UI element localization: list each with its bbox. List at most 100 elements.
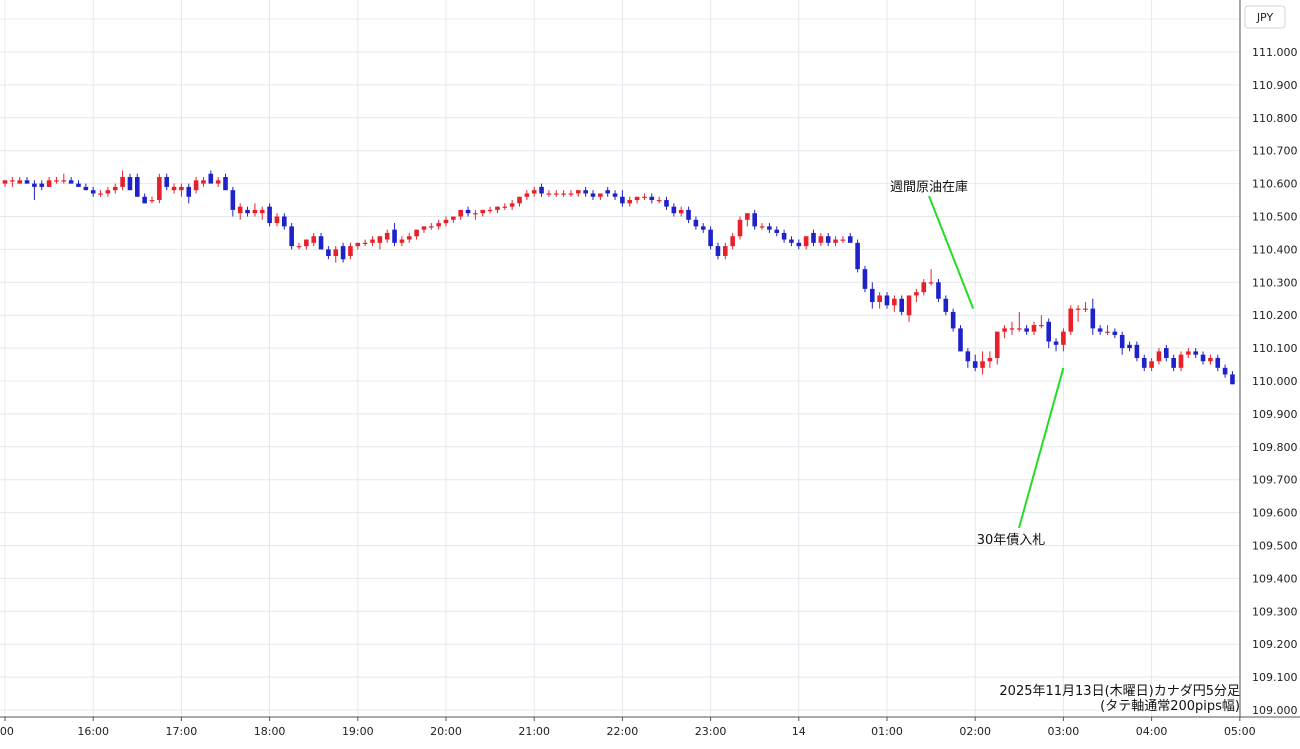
candle-body — [495, 206, 500, 210]
x-tick-label: 23:00 — [695, 725, 727, 738]
candle-body — [627, 200, 633, 204]
grid-lines — [0, 0, 1241, 717]
candle — [936, 279, 941, 303]
candle-body — [877, 295, 882, 303]
candle — [54, 177, 59, 184]
candle — [958, 325, 963, 352]
candle — [620, 190, 625, 207]
candle — [406, 232, 412, 243]
candle — [399, 236, 405, 247]
x-tick-label: 22:00 — [607, 725, 639, 738]
candle-body — [333, 249, 339, 256]
x-tick-label: 16:00 — [77, 725, 109, 738]
candle — [17, 177, 22, 184]
candle — [259, 206, 265, 220]
candle-body — [208, 173, 214, 184]
candle — [921, 279, 927, 296]
y-tick-label: 110.400 — [1252, 243, 1298, 256]
candle — [2, 180, 8, 187]
candle-body — [76, 183, 81, 187]
candle — [656, 196, 662, 204]
candle — [127, 173, 133, 191]
candle — [201, 177, 206, 187]
candle — [1127, 341, 1132, 352]
candle-body — [458, 209, 463, 217]
x-tick-label: 03:00 — [1048, 725, 1080, 738]
x-tick-label: 02:00 — [959, 725, 991, 738]
candle — [994, 331, 1000, 365]
candle — [561, 190, 566, 197]
y-tick-label: 110.900 — [1252, 79, 1298, 92]
annotation-label-oil-inventory: 週間原油在庫 — [890, 180, 968, 195]
candle — [1083, 302, 1088, 312]
candle — [590, 190, 596, 201]
candle — [333, 246, 339, 263]
candle — [767, 223, 772, 233]
candle — [546, 190, 552, 197]
candle — [326, 246, 331, 260]
candle-body — [1134, 344, 1140, 358]
candle-body — [803, 236, 809, 247]
candle-body — [774, 229, 780, 233]
candle — [576, 190, 581, 197]
candle — [745, 213, 750, 227]
candle-body — [1149, 361, 1154, 368]
candle-body — [539, 186, 544, 194]
candle-body — [274, 216, 280, 224]
candle — [715, 242, 721, 260]
y-tick-label: 111.000 — [1252, 46, 1298, 59]
candle — [443, 216, 449, 227]
candle-body — [576, 190, 581, 194]
candle-body — [259, 209, 265, 214]
candle-body — [149, 200, 155, 202]
candle-body — [1039, 325, 1044, 327]
y-tick-label: 109.500 — [1252, 540, 1298, 553]
candle — [811, 229, 816, 247]
candle — [708, 226, 713, 250]
candle-body — [678, 209, 684, 214]
candle-body — [965, 351, 971, 362]
candle — [1171, 354, 1176, 372]
candle-body — [568, 193, 574, 195]
candle-body — [1186, 351, 1191, 355]
x-tick-label: 04:00 — [1136, 725, 1168, 738]
candle-body — [318, 236, 324, 250]
candle — [1017, 311, 1022, 332]
candle-body — [884, 295, 890, 306]
candle-body — [1119, 334, 1125, 349]
candle-body — [421, 226, 427, 230]
candle — [193, 177, 199, 194]
candle-body — [1141, 357, 1147, 368]
candle — [1193, 348, 1198, 358]
candle-body — [686, 209, 691, 220]
caption-title: 2025年11月13日(木曜日)カナダ円5分足 — [999, 684, 1240, 699]
y-tick-label: 110.800 — [1252, 112, 1298, 125]
x-tick-label: 19:00 — [342, 725, 374, 738]
candle — [311, 232, 316, 247]
candle — [517, 196, 522, 207]
candle — [1178, 351, 1184, 372]
candle — [1002, 325, 1007, 339]
candle — [605, 186, 610, 197]
candle-body — [406, 236, 412, 240]
candle — [473, 209, 478, 220]
candle-body — [1222, 367, 1228, 375]
candle — [972, 354, 978, 372]
candle — [509, 200, 515, 210]
y-tick-label: 110.500 — [1252, 211, 1298, 224]
candle-body — [480, 209, 486, 214]
candle-body — [186, 186, 192, 197]
candle — [267, 203, 272, 227]
candle — [362, 239, 368, 247]
candle-body — [384, 232, 390, 240]
candle-body — [987, 357, 993, 362]
candle — [149, 196, 155, 204]
y-tick-label: 109.600 — [1252, 507, 1298, 520]
candle-body — [1097, 328, 1103, 332]
candle — [980, 351, 985, 375]
candle-body — [958, 328, 963, 352]
candle-body — [928, 282, 934, 284]
